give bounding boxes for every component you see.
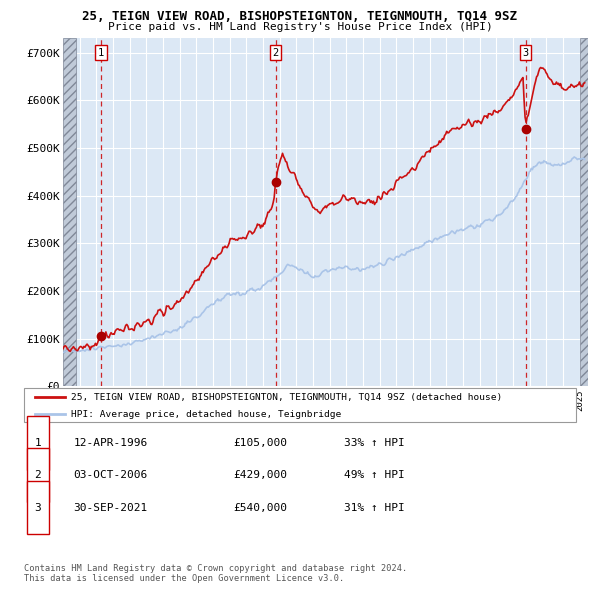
Text: £429,000: £429,000 <box>234 470 288 480</box>
Text: 03-OCT-2006: 03-OCT-2006 <box>74 470 148 480</box>
Text: HPI: Average price, detached house, Teignbridge: HPI: Average price, detached house, Teig… <box>71 410 341 419</box>
Text: £540,000: £540,000 <box>234 503 288 513</box>
Bar <box>63 38 76 386</box>
Text: Price paid vs. HM Land Registry's House Price Index (HPI): Price paid vs. HM Land Registry's House … <box>107 22 493 32</box>
FancyBboxPatch shape <box>27 448 49 502</box>
Text: 25, TEIGN VIEW ROAD, BISHOPSTEIGNTON, TEIGNMOUTH, TQ14 9SZ (detached house): 25, TEIGN VIEW ROAD, BISHOPSTEIGNTON, TE… <box>71 393 502 402</box>
Text: 25, TEIGN VIEW ROAD, BISHOPSTEIGNTON, TEIGNMOUTH, TQ14 9SZ: 25, TEIGN VIEW ROAD, BISHOPSTEIGNTON, TE… <box>83 10 517 23</box>
Text: £105,000: £105,000 <box>234 438 288 448</box>
Text: 1: 1 <box>34 438 41 448</box>
FancyBboxPatch shape <box>24 388 576 422</box>
FancyBboxPatch shape <box>27 481 49 535</box>
Text: 3: 3 <box>523 48 529 58</box>
Text: 2: 2 <box>34 470 41 480</box>
Text: 1: 1 <box>98 48 104 58</box>
Bar <box>580 38 588 386</box>
Text: 33% ↑ HPI: 33% ↑ HPI <box>344 438 405 448</box>
Text: Contains HM Land Registry data © Crown copyright and database right 2024.
This d: Contains HM Land Registry data © Crown c… <box>24 563 407 583</box>
Text: 49% ↑ HPI: 49% ↑ HPI <box>344 470 405 480</box>
Text: 30-SEP-2021: 30-SEP-2021 <box>74 503 148 513</box>
Text: 31% ↑ HPI: 31% ↑ HPI <box>344 503 405 513</box>
Text: 3: 3 <box>34 503 41 513</box>
Text: 2: 2 <box>272 48 278 58</box>
FancyBboxPatch shape <box>27 416 49 470</box>
Text: 12-APR-1996: 12-APR-1996 <box>74 438 148 448</box>
